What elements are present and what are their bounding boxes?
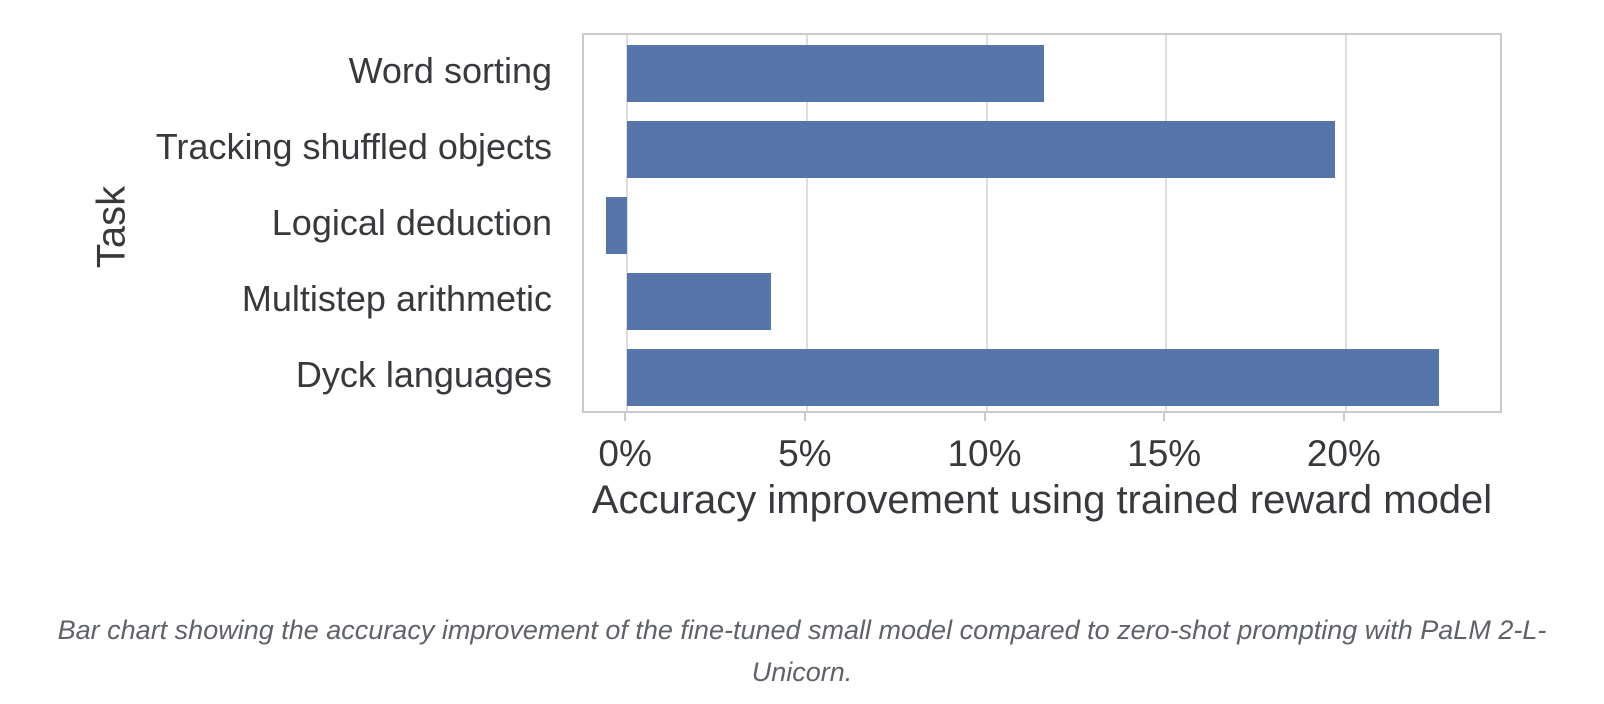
gridline-5% (805, 35, 808, 411)
plot-area (582, 33, 1502, 413)
x-axis-tick-marks (582, 413, 1502, 422)
caption-line-2: Unicorn. (751, 656, 853, 687)
x-tick-label-10%: 10% (947, 433, 1022, 474)
bar-word-sorting (627, 44, 1044, 102)
category-label-logical-deduction: Logical deduction (271, 202, 552, 243)
category-label-dyck-languages: Dyck languages (295, 354, 552, 395)
category-labels: Word sorting Tracking shuffled objects Log… (0, 33, 552, 413)
gridline-10% (985, 35, 988, 411)
bar-logical-deduction (605, 196, 628, 254)
x-tick-label-20%: 20% (1306, 433, 1381, 474)
bar-dyck-languages (627, 348, 1440, 406)
bar-tracking-shuffled-objects (627, 120, 1336, 178)
caption-line-1: Bar chart showing the accuracy improveme… (57, 615, 1547, 645)
category-label-tracking-shuffled-objects: Tracking shuffled objects (155, 126, 552, 167)
gridline-15% (1165, 35, 1168, 411)
category-label-word-sorting: Word sorting (348, 50, 552, 91)
gridline-0% (626, 35, 629, 411)
x-tick-label-0%: 0% (598, 433, 652, 474)
x-axis-tick-labels: 0% 5% 10% 15% 20% (582, 433, 1502, 479)
category-label-multistep-arithmetic: Multistep arithmetic (241, 278, 552, 319)
tick-mark-20% (1342, 413, 1345, 421)
gridline-20% (1344, 35, 1347, 411)
tick-mark-15% (1163, 413, 1166, 421)
x-axis-title: Accuracy improvement using trained rewar… (591, 478, 1493, 522)
x-tick-label-15%: 15% (1127, 433, 1202, 474)
x-tick-label-5%: 5% (778, 433, 832, 474)
tick-mark-0% (624, 413, 627, 421)
figure-caption: Bar chart showing the accuracy improveme… (0, 610, 1604, 694)
tick-mark-5% (803, 413, 806, 421)
bar-multistep-arithmetic (627, 272, 771, 330)
tick-mark-10% (983, 413, 986, 421)
